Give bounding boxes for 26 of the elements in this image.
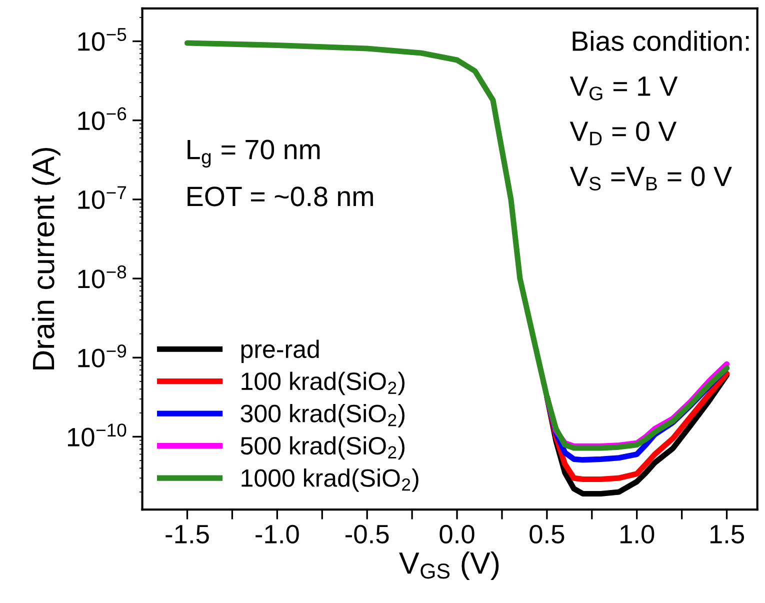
y-tick-label: 10$^{−5}$ [78,28,126,51]
legend-label: 1000 krad(SiO$_{2}$) [242,468,418,492]
legend-label: pre-rad [241,340,319,364]
annotation: V$_{S}$ =V$_{B}$ = 0 V [570,166,732,191]
y-tick-label: 10$^{−10}$ [68,424,126,446]
y-axis-title: Drain current (A) [32,148,60,370]
annotation: L$_{g}$ = 70 nm [188,140,320,168]
annotation: EOT = ~0.8 nm [188,186,373,206]
x-tick-label: 1.0 [620,524,654,544]
y-tick-label: 10$^{−7}$ [78,186,126,210]
x-axis-title: V$_{GS}$ (V) [399,551,499,580]
y-tick-label: 10$^{−6}$ [78,107,126,130]
y-tick-label: 10$^{−9}$ [78,344,126,368]
annotation: V$_{G}$ = 1 V [570,76,678,100]
x-tick-label: -0.5 [346,524,389,544]
x-tick-label: 1.5 [710,525,744,544]
x-tick-label: 0.5 [530,524,564,544]
legend-label: 100 krad(SiO$_{2}$) [242,372,404,396]
legend-label: 300 krad(SiO$_{2}$) [240,404,404,428]
x-tick-label: -1.5 [166,525,209,544]
x-tick-label: -1.0 [256,524,299,544]
y-tick-label: 10$^{−8}$ [78,265,126,288]
x-tick-label: 0.0 [440,524,474,544]
legend-label: 500 krad(SiO$_{2}$) [240,436,404,460]
annotation: V$_{D}$ = 0 V [570,121,677,146]
annotation: Bias condition: [572,30,749,51]
